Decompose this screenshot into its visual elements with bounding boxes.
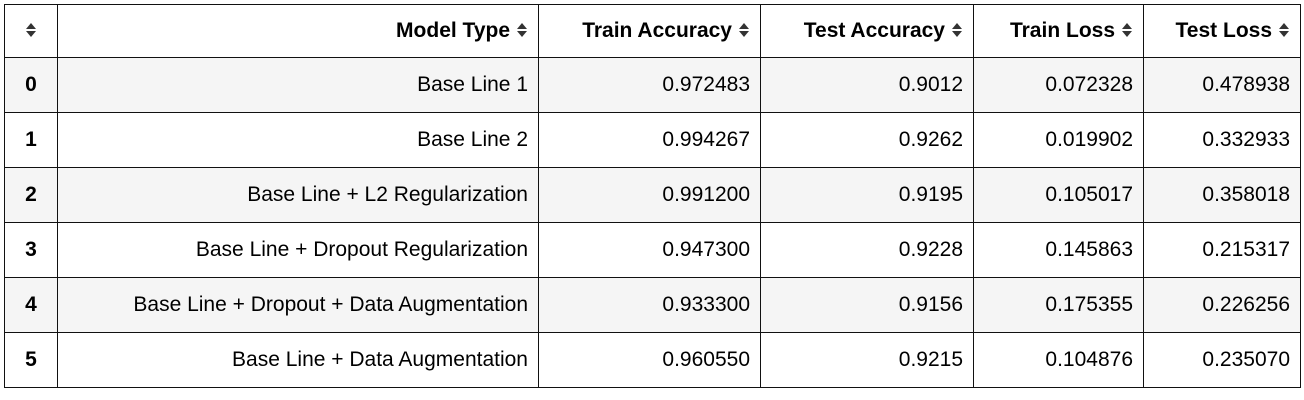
cell-train-accuracy: 0.972483 [538,57,761,113]
table-row: 2 Base Line + L2 Regularization 0.991200… [4,167,1301,223]
table-row: 3 Base Line + Dropout Regularization 0.9… [4,222,1301,278]
sort-icon[interactable] [738,22,750,38]
cell-model-type: Base Line 2 [57,112,539,168]
cell-model-type: Base Line + Dropout Regularization [57,222,539,278]
column-header-label: Test Loss [1175,19,1272,42]
cell-train-loss: 0.105017 [973,167,1144,223]
sort-icon[interactable] [516,22,528,38]
cell-test-accuracy: 0.9228 [760,222,974,278]
column-header-train-loss[interactable]: Train Loss [973,4,1144,58]
cell-model-type: Base Line + Data Augmentation [57,332,539,388]
table-row: 0 Base Line 1 0.972483 0.9012 0.072328 0… [4,57,1301,113]
sort-icon[interactable] [1121,22,1133,38]
row-index: 3 [4,222,58,278]
cell-test-accuracy: 0.9156 [760,277,974,333]
cell-train-loss: 0.175355 [973,277,1144,333]
sort-icon[interactable] [25,22,37,38]
cell-test-loss: 0.226256 [1143,277,1301,333]
cell-test-loss: 0.332933 [1143,112,1301,168]
header-row: Model Type Train Accuracy Test Accuracy … [4,4,1301,58]
cell-test-accuracy: 0.9262 [760,112,974,168]
column-header-label: Test Accuracy [803,19,945,42]
table-row: 5 Base Line + Data Augmentation 0.960550… [4,332,1301,388]
column-header-test-loss[interactable]: Test Loss [1143,4,1301,58]
cell-test-loss: 0.235070 [1143,332,1301,388]
row-index: 1 [4,112,58,168]
cell-train-accuracy: 0.960550 [538,332,761,388]
results-table: Model Type Train Accuracy Test Accuracy … [4,4,1301,388]
sort-icon[interactable] [1278,22,1290,38]
cell-test-loss: 0.478938 [1143,57,1301,113]
cell-train-loss: 0.145863 [973,222,1144,278]
column-header-model-type[interactable]: Model Type [57,4,539,58]
cell-test-accuracy: 0.9215 [760,332,974,388]
column-header-label: Train Accuracy [582,19,732,42]
table-row: 4 Base Line + Dropout + Data Augmentatio… [4,277,1301,333]
index-column-header[interactable] [4,4,58,58]
cell-model-type: Base Line + L2 Regularization [57,167,539,223]
cell-test-loss: 0.215317 [1143,222,1301,278]
cell-model-type: Base Line 1 [57,57,539,113]
row-index: 4 [4,277,58,333]
table-row: 1 Base Line 2 0.994267 0.9262 0.019902 0… [4,112,1301,168]
row-index: 0 [4,57,58,113]
cell-test-accuracy: 0.9012 [760,57,974,113]
column-header-test-accuracy[interactable]: Test Accuracy [760,4,974,58]
table-header: Model Type Train Accuracy Test Accuracy … [4,4,1301,58]
cell-train-accuracy: 0.933300 [538,277,761,333]
cell-model-type: Base Line + Dropout + Data Augmentation [57,277,539,333]
cell-train-accuracy: 0.994267 [538,112,761,168]
cell-test-accuracy: 0.9195 [760,167,974,223]
column-header-train-accuracy[interactable]: Train Accuracy [538,4,761,58]
row-index: 5 [4,332,58,388]
cell-train-loss: 0.072328 [973,57,1144,113]
cell-test-loss: 0.358018 [1143,167,1301,223]
cell-train-accuracy: 0.991200 [538,167,761,223]
sort-icon[interactable] [951,22,963,38]
cell-train-loss: 0.104876 [973,332,1144,388]
row-index: 2 [4,167,58,223]
column-header-label: Model Type [396,19,510,42]
table-body: 0 Base Line 1 0.972483 0.9012 0.072328 0… [4,57,1301,388]
cell-train-loss: 0.019902 [973,112,1144,168]
column-header-label: Train Loss [1009,19,1115,42]
cell-train-accuracy: 0.947300 [538,222,761,278]
